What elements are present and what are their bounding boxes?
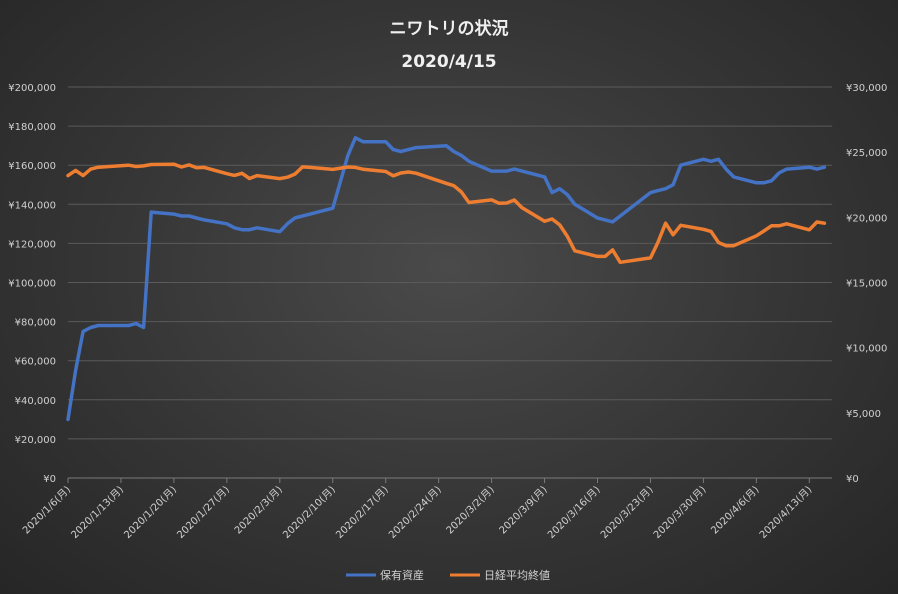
y-right-tick-label: ¥15,000	[846, 279, 887, 290]
y-left-tick-label: ¥120,000	[8, 239, 56, 250]
x-tick-label: 2020/3/23(月)	[598, 484, 655, 541]
y-right-tick-label: ¥0	[846, 474, 859, 485]
y-left-tick-label: ¥160,000	[8, 161, 56, 172]
y-right-tick-label: ¥25,000	[846, 148, 887, 159]
x-tick-label: 2020/3/30(月)	[651, 484, 708, 541]
x-tick-label: 2020/1/27(月)	[175, 484, 232, 541]
x-tick-label: 2020/2/17(月)	[333, 484, 390, 541]
series-line-nikkei	[66, 162, 827, 265]
x-tick-label: 2020/3/2(月)	[444, 484, 497, 537]
y-axis-left: ¥0 ¥20,000 ¥40,000 ¥60,000 ¥80,000 ¥100,000 ¥1…	[8, 83, 56, 485]
y-left-tick-label: ¥80,000	[15, 318, 56, 329]
chart-title: ニワトリの状況	[390, 18, 509, 39]
gridlines	[68, 86, 832, 479]
y-axis-right: ¥0 ¥5,000 ¥10,000 ¥15,000 ¥20,000 ¥25,000 ¥30,…	[846, 83, 887, 485]
y-right-tick-label: ¥20,000	[846, 213, 887, 224]
y-left-tick-label: ¥0	[43, 474, 56, 485]
x-tick-label: 2020/3/16(月)	[545, 484, 602, 541]
y-left-tick-label: ¥200,000	[8, 83, 56, 94]
x-axis: 2020/1/6(月)2020/1/13(月)2020/1/20(月)2020/…	[20, 477, 832, 541]
y-right-tick-label: ¥10,000	[846, 344, 887, 355]
legend: 保有資産 日経平均終値	[346, 568, 550, 582]
x-tick-label: 2020/4/13(月)	[757, 484, 814, 541]
x-tick-label: 2020/4/6(月)	[709, 484, 762, 537]
y-right-tick-label: ¥5,000	[846, 409, 881, 420]
legend-label-asset: 保有資産	[380, 568, 424, 582]
y-left-tick-label: ¥40,000	[15, 396, 56, 407]
y-left-tick-label: ¥60,000	[15, 357, 56, 368]
x-tick-label: 2020/1/13(月)	[69, 484, 126, 541]
y-right-tick-label: ¥30,000	[846, 83, 887, 94]
x-tick-label: 2020/2/10(月)	[281, 484, 338, 541]
chart-subtitle: 2020/4/15	[401, 52, 496, 72]
y-left-tick-label: ¥180,000	[8, 122, 56, 133]
y-left-tick-label: ¥20,000	[15, 435, 56, 446]
x-tick-label: 2020/1/20(月)	[122, 484, 179, 541]
x-tick-label: 2020/2/24(月)	[386, 484, 443, 541]
x-tick-label: 2020/2/3(月)	[232, 484, 285, 537]
y-left-tick-label: ¥140,000	[8, 200, 56, 211]
series-line-asset	[66, 136, 827, 422]
series-lines	[66, 136, 827, 422]
legend-label-nikkei: 日経平均終値	[484, 568, 550, 582]
x-tick-label: 2020/3/9(月)	[497, 484, 550, 537]
x-tick-label: 2020/1/6(月)	[20, 484, 73, 537]
y-left-tick-label: ¥100,000	[8, 279, 56, 290]
